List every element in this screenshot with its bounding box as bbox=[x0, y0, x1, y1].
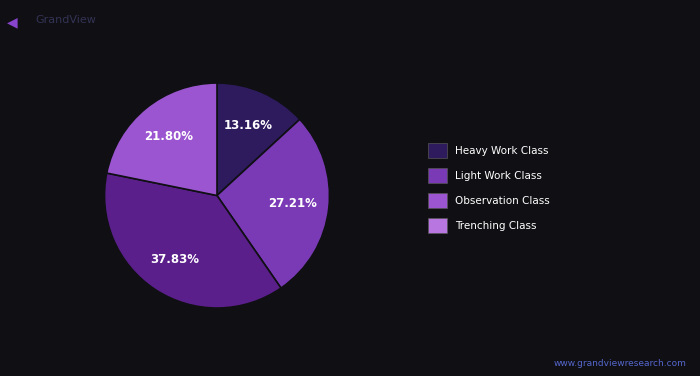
Legend: Heavy Work Class, Light Work Class, Observation Class, Trenching Class: Heavy Work Class, Light Work Class, Obse… bbox=[425, 140, 553, 236]
Text: 21.80%: 21.80% bbox=[144, 130, 193, 143]
Wedge shape bbox=[107, 83, 217, 196]
Text: 37.83%: 37.83% bbox=[150, 253, 200, 266]
Text: ◀: ◀ bbox=[7, 15, 18, 29]
Wedge shape bbox=[104, 173, 281, 308]
Text: 13.16%: 13.16% bbox=[223, 119, 272, 132]
Text: www.grandviewresearch.com: www.grandviewresearch.com bbox=[553, 359, 686, 368]
Wedge shape bbox=[217, 83, 300, 196]
Text: GrandView: GrandView bbox=[35, 15, 96, 25]
Text: 27.21%: 27.21% bbox=[269, 197, 318, 211]
Wedge shape bbox=[217, 119, 330, 288]
